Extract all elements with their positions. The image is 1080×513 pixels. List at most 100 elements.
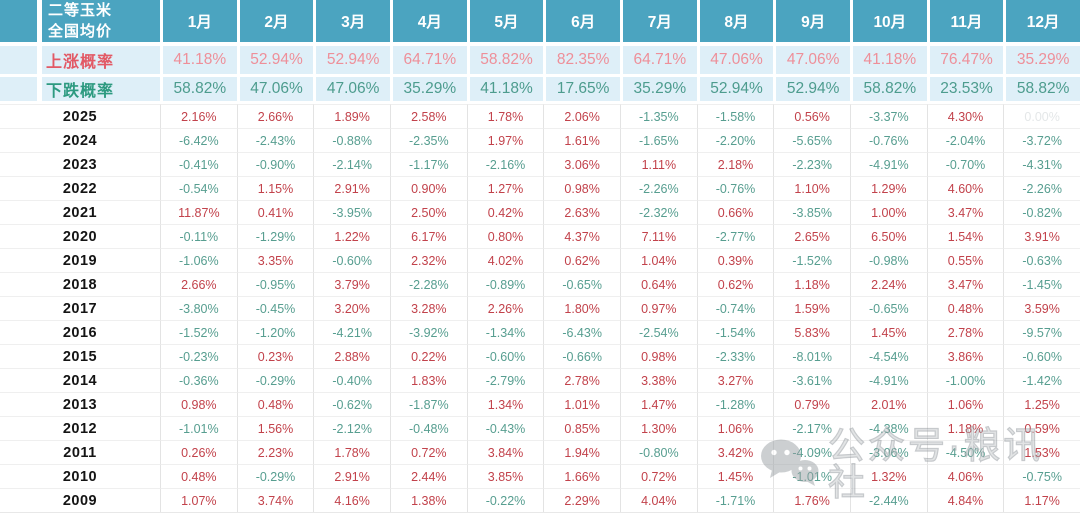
monthly-change-value: 3.86% bbox=[926, 344, 1004, 368]
month-header: 8月 bbox=[696, 0, 774, 46]
monthly-change-value: -0.60% bbox=[313, 248, 390, 272]
monthly-change-value: 1.15% bbox=[236, 176, 314, 200]
monthly-change-value: -4.09% bbox=[773, 440, 850, 464]
monthly-change-value: 3.20% bbox=[313, 296, 390, 320]
monthly-change-value: 1.66% bbox=[543, 464, 620, 488]
monthly-change-value: 0.98% bbox=[160, 392, 237, 416]
monthly-change-value: 2.58% bbox=[389, 104, 467, 128]
monthly-change-value: 0.72% bbox=[619, 464, 697, 488]
monthly-change-value: -2.12% bbox=[313, 416, 390, 440]
monthly-change-value: 1.89% bbox=[313, 104, 390, 128]
monthly-change-value: 0.59% bbox=[1003, 416, 1080, 440]
monthly-change-value: -1.65% bbox=[619, 128, 697, 152]
monthly-change-value: -0.66% bbox=[543, 344, 620, 368]
monthly-change-value: 4.84% bbox=[926, 488, 1004, 512]
monthly-change-value: -2.54% bbox=[619, 320, 697, 344]
monthly-change-value: -9.57% bbox=[1003, 320, 1080, 344]
monthly-change-value: -2.14% bbox=[313, 152, 390, 176]
monthly-change-value: -6.42% bbox=[160, 128, 237, 152]
monthly-change-value: 0.26% bbox=[160, 440, 237, 464]
monthly-change-value: 0.55% bbox=[926, 248, 1004, 272]
monthly-change-value: -0.63% bbox=[1003, 248, 1080, 272]
year-label: 2019 bbox=[0, 248, 160, 272]
year-label: 2009 bbox=[0, 488, 160, 512]
rise-probability-value: 58.82% bbox=[466, 46, 544, 77]
monthly-change-value: -0.88% bbox=[313, 128, 390, 152]
monthly-change-value: 1.07% bbox=[160, 488, 237, 512]
monthly-change-value: -3.80% bbox=[160, 296, 237, 320]
month-header: 11月 bbox=[926, 0, 1004, 46]
monthly-change-value: 0.62% bbox=[543, 248, 620, 272]
monthly-change-value: 3.59% bbox=[1003, 296, 1080, 320]
monthly-change-value: 2.44% bbox=[389, 464, 467, 488]
monthly-change-value: -4.38% bbox=[849, 416, 927, 440]
year-label: 2011 bbox=[0, 440, 160, 464]
monthly-change-value: -0.89% bbox=[466, 272, 544, 296]
monthly-change-value: 1.45% bbox=[849, 320, 927, 344]
monthly-change-value: -5.65% bbox=[773, 128, 850, 152]
monthly-change-value: 1.25% bbox=[1003, 392, 1080, 416]
monthly-change-value: -4.91% bbox=[849, 368, 927, 392]
monthly-change-value: -0.98% bbox=[849, 248, 927, 272]
monthly-change-value: -0.29% bbox=[236, 368, 314, 392]
monthly-change-value: -3.37% bbox=[849, 104, 927, 128]
year-label: 2010 bbox=[0, 464, 160, 488]
monthly-change-value: -2.20% bbox=[696, 128, 774, 152]
fall-probability-label: 下跌概率 bbox=[0, 77, 160, 104]
rise-probability-value: 41.18% bbox=[849, 46, 927, 77]
monthly-change-value: 1.27% bbox=[466, 176, 544, 200]
monthly-change-value: -2.26% bbox=[619, 176, 697, 200]
monthly-change-value: 4.06% bbox=[926, 464, 1004, 488]
rise-probability-value: 47.06% bbox=[696, 46, 774, 77]
monthly-change-value: 4.04% bbox=[619, 488, 697, 512]
monthly-change-value: -0.45% bbox=[236, 296, 314, 320]
monthly-change-value: -4.31% bbox=[1003, 152, 1080, 176]
monthly-change-value: -0.41% bbox=[160, 152, 237, 176]
month-header: 5月 bbox=[466, 0, 544, 46]
monthly-change-value: 1.38% bbox=[389, 488, 467, 512]
monthly-change-value: 0.98% bbox=[619, 344, 697, 368]
fall-probability-value: 17.65% bbox=[543, 77, 620, 104]
monthly-change-value: -2.28% bbox=[389, 272, 467, 296]
monthly-change-value: 1.22% bbox=[313, 224, 390, 248]
monthly-change-value: 0.23% bbox=[236, 344, 314, 368]
monthly-change-value: 1.45% bbox=[696, 464, 774, 488]
rise-probability-value: 47.06% bbox=[773, 46, 850, 77]
monthly-change-value: -2.23% bbox=[773, 152, 850, 176]
monthly-change-value: 2.26% bbox=[466, 296, 544, 320]
monthly-change-value: 2.66% bbox=[160, 272, 237, 296]
year-label: 2023 bbox=[0, 152, 160, 176]
year-label: 2017 bbox=[0, 296, 160, 320]
monthly-change-value: 0.64% bbox=[619, 272, 697, 296]
monthly-change-value: 11.87% bbox=[160, 200, 237, 224]
monthly-change-value: 1.11% bbox=[619, 152, 697, 176]
monthly-change-value: 3.74% bbox=[236, 488, 314, 512]
monthly-change-value: 4.30% bbox=[926, 104, 1004, 128]
year-label: 2013 bbox=[0, 392, 160, 416]
corner-title-line1: 二等玉米 bbox=[47, 2, 112, 19]
month-header: 2月 bbox=[236, 0, 314, 46]
monthly-change-value: -1.29% bbox=[236, 224, 314, 248]
fall-probability-value: 35.29% bbox=[389, 77, 467, 104]
fall-probability-value: 58.82% bbox=[160, 77, 237, 104]
rise-probability-value: 82.35% bbox=[543, 46, 620, 77]
year-label: 2025 bbox=[0, 104, 160, 128]
monthly-change-value: 2.16% bbox=[160, 104, 237, 128]
monthly-change-value: -1.20% bbox=[236, 320, 314, 344]
fall-probability-value: 35.29% bbox=[619, 77, 697, 104]
monthly-change-value: 0.72% bbox=[389, 440, 467, 464]
monthly-change-value: 3.47% bbox=[926, 272, 1004, 296]
monthly-change-value: 3.42% bbox=[696, 440, 774, 464]
monthly-change-value: -2.17% bbox=[773, 416, 850, 440]
year-label: 2012 bbox=[0, 416, 160, 440]
monthly-change-value: 4.16% bbox=[313, 488, 390, 512]
monthly-change-value: -0.75% bbox=[1003, 464, 1080, 488]
monthly-change-value: -3.95% bbox=[313, 200, 390, 224]
monthly-change-value: 0.41% bbox=[236, 200, 314, 224]
rise-probability-value: 64.71% bbox=[389, 46, 467, 77]
monthly-change-value: 2.63% bbox=[543, 200, 620, 224]
year-label: 2015 bbox=[0, 344, 160, 368]
monthly-change-value: 1.78% bbox=[466, 104, 544, 128]
monthly-change-value: -1.52% bbox=[773, 248, 850, 272]
